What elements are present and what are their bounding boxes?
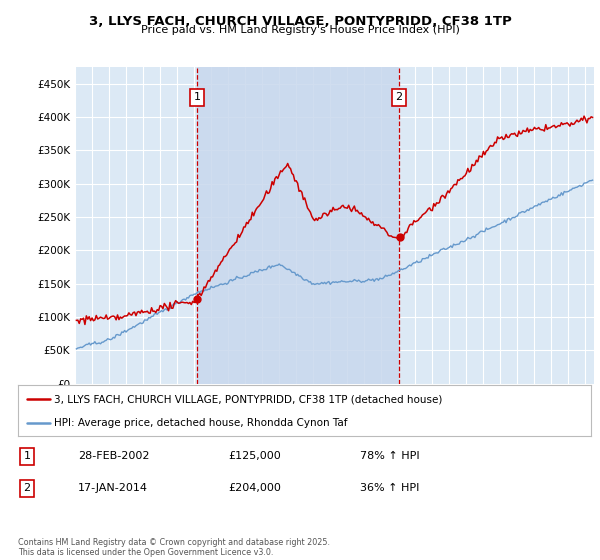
Text: 2: 2 [23, 483, 31, 493]
Text: 17-JAN-2014: 17-JAN-2014 [78, 483, 148, 493]
Text: 1: 1 [193, 92, 200, 102]
Text: 28-FEB-2002: 28-FEB-2002 [78, 451, 149, 461]
Text: 2: 2 [395, 92, 403, 102]
Text: Contains HM Land Registry data © Crown copyright and database right 2025.
This d: Contains HM Land Registry data © Crown c… [18, 538, 330, 557]
Text: £125,000: £125,000 [228, 451, 281, 461]
Text: £204,000: £204,000 [228, 483, 281, 493]
Text: HPI: Average price, detached house, Rhondda Cynon Taf: HPI: Average price, detached house, Rhon… [53, 418, 347, 428]
Text: 36% ↑ HPI: 36% ↑ HPI [360, 483, 419, 493]
Text: 3, LLYS FACH, CHURCH VILLAGE, PONTYPRIDD, CF38 1TP: 3, LLYS FACH, CHURCH VILLAGE, PONTYPRIDD… [89, 15, 511, 27]
Text: 1: 1 [23, 451, 31, 461]
Text: Price paid vs. HM Land Registry's House Price Index (HPI): Price paid vs. HM Land Registry's House … [140, 25, 460, 35]
Text: 78% ↑ HPI: 78% ↑ HPI [360, 451, 419, 461]
Text: 3, LLYS FACH, CHURCH VILLAGE, PONTYPRIDD, CF38 1TP (detached house): 3, LLYS FACH, CHURCH VILLAGE, PONTYPRIDD… [53, 394, 442, 404]
Bar [197, 67, 399, 384]
